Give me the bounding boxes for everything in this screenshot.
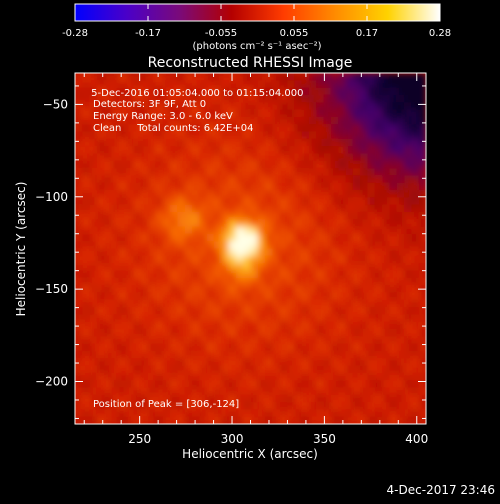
peak-position-label: Position of Peak = [306,-124]	[93, 399, 239, 410]
x-tick-label: 300	[221, 432, 244, 446]
colorbar-tick-label: 0.17	[356, 28, 378, 39]
y-tick-label: −200	[35, 375, 68, 389]
x-tick-label: 250	[128, 432, 151, 446]
y-axis-label: Heliocentric Y (arcsec)	[14, 182, 28, 317]
image-area	[75, 73, 426, 424]
colorbar-tick-label: -0.055	[205, 28, 237, 39]
colorbar-units: (photons cm⁻² s⁻¹ asec⁻²)	[192, 41, 321, 52]
info-detectors: Detectors: 3F 9F, Att 0	[93, 99, 206, 110]
info-counts: Clean Total counts: 6.42E+04	[93, 123, 253, 134]
x-tick-label: 350	[313, 432, 336, 446]
y-tick-label: −50	[43, 97, 68, 111]
y-tick-label: −150	[35, 282, 68, 296]
colorbar-tick-label: -0.28	[62, 28, 88, 39]
colorbar-tick-label: -0.17	[135, 28, 161, 39]
y-tick-label: −100	[35, 190, 68, 204]
colorbar-ticks: -0.28 -0.17 -0.055 0.055 0.17 0.28	[62, 4, 451, 39]
info-energy-range: Energy Range: 3.0 - 6.0 keV	[93, 111, 233, 122]
chart-title: Reconstructed RHESSI Image	[148, 55, 353, 71]
axis-ticks: 250 300 350 400 −50 −100 −150 −200	[35, 73, 428, 446]
info-time-range: 5-Dec-2016 01:05:04.000 to 01:15:04.000	[88, 88, 304, 99]
colorbar	[74, 3, 441, 22]
x-tick-label: 400	[405, 432, 428, 446]
colorbar-tick-label: 0.28	[429, 28, 451, 39]
footer-date: 4-Dec-2017 23:46	[387, 483, 495, 497]
colorbar-tick-label: 0.055	[280, 28, 309, 39]
x-axis-label: Heliocentric X (arcsec)	[182, 447, 318, 461]
